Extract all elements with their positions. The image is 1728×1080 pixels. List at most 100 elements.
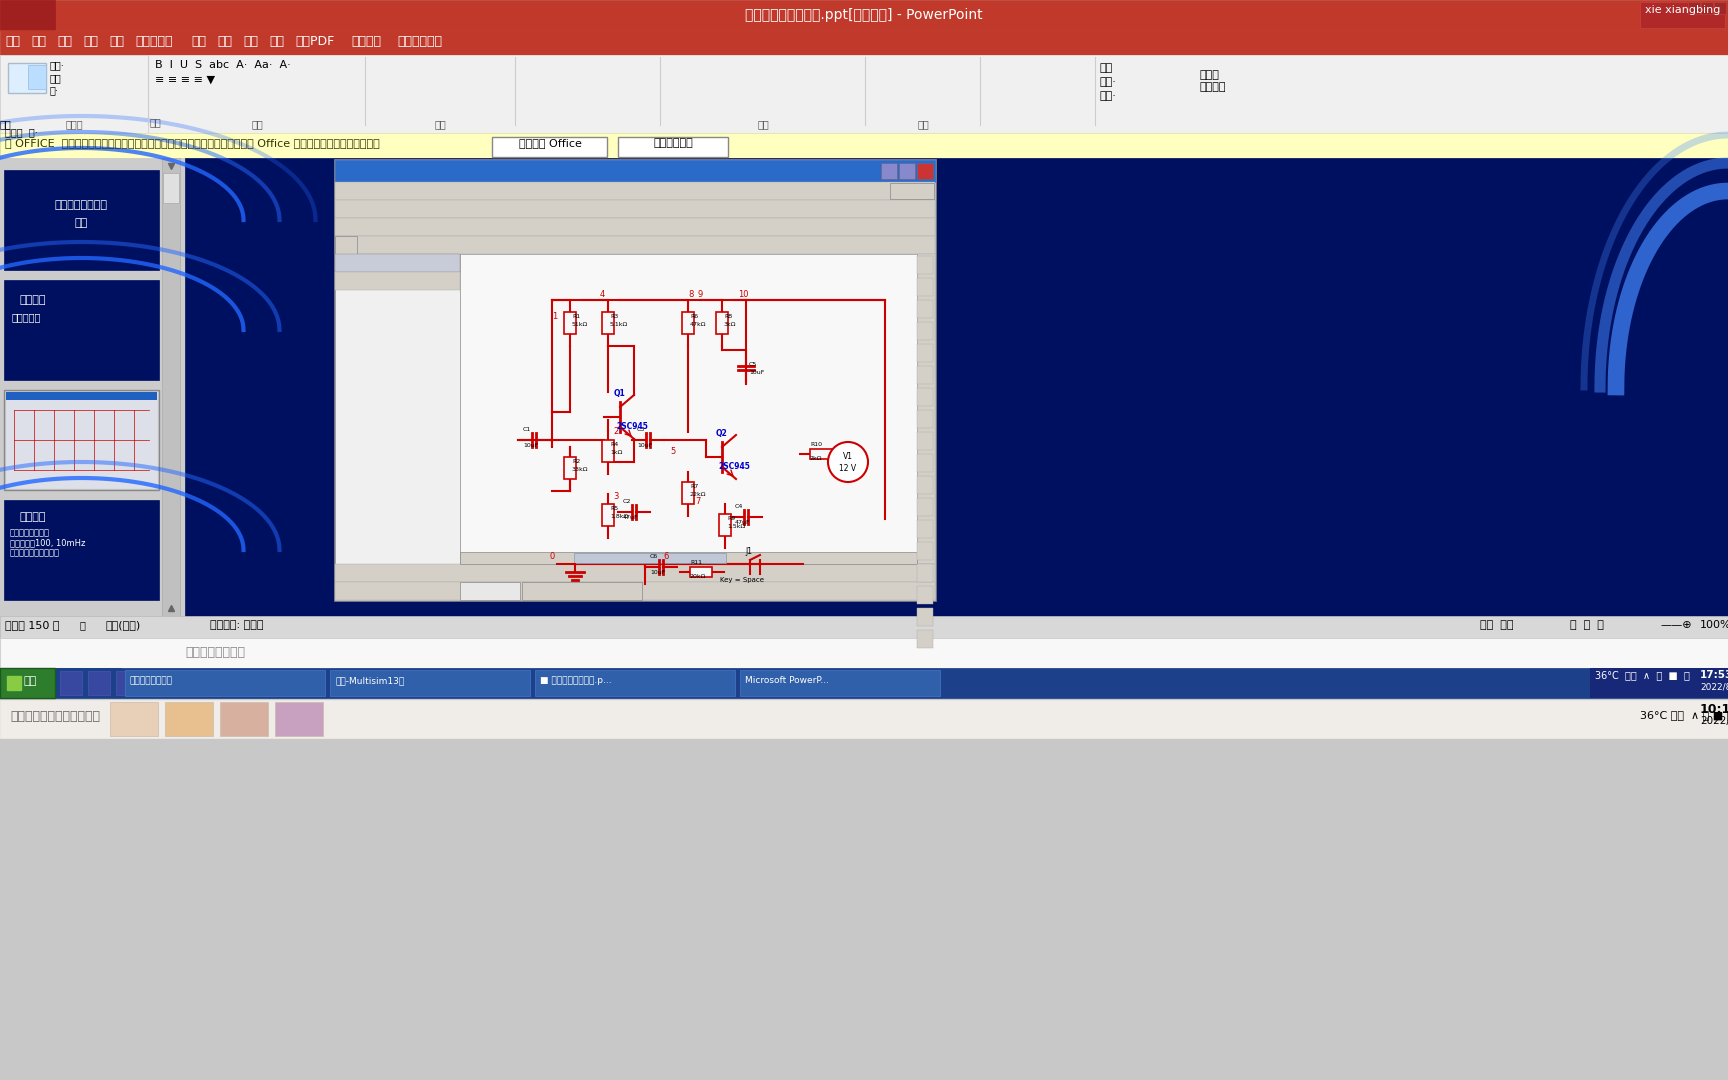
Bar	[1590, 669, 1728, 698]
Bar	[219, 702, 268, 735]
Bar	[3, 280, 159, 380]
Text: 窗口(W): 窗口(W)	[627, 203, 650, 212]
Text: R3: R3	[610, 314, 619, 319]
Bar	[335, 200, 935, 218]
Text: 10uF: 10uF	[638, 443, 653, 448]
Bar	[0, 55, 149, 133]
Text: 编辑: 编辑	[918, 119, 930, 129]
Bar	[330, 670, 530, 696]
Bar	[918, 454, 933, 472]
Bar	[918, 476, 933, 494]
Text: 两级负反馈放大电路 - Multisim - [两级负反馈放大电路 *]: 两级负反馈放大电路 - Multisim - [两级负反馈放大电路 *]	[544, 164, 726, 174]
Text: 5: 5	[670, 447, 676, 456]
Text: 工具(T): 工具(T)	[537, 203, 558, 212]
Circle shape	[828, 442, 867, 482]
Text: 10uF: 10uF	[748, 370, 764, 375]
Bar	[460, 552, 918, 564]
Text: R5: R5	[610, 507, 619, 511]
Text: 1.5kΩ: 1.5kΩ	[727, 524, 745, 529]
Bar	[5, 392, 157, 488]
Text: Microsoft PowerP...: Microsoft PowerP...	[745, 676, 829, 685]
Bar	[683, 312, 695, 334]
Text: 新建: 新建	[0, 119, 10, 129]
Text: 6: 6	[664, 552, 669, 561]
Bar	[619, 137, 727, 157]
Text: ⊡ 电路1: ⊡ 电路1	[465, 585, 487, 594]
Text: 2SC945: 2SC945	[719, 462, 750, 471]
Bar	[164, 702, 213, 735]
Bar	[918, 410, 933, 428]
Text: 2: 2	[613, 427, 619, 436]
Bar	[918, 498, 933, 516]
Text: 两级-Multisim13入: 两级-Multisim13入	[335, 676, 404, 685]
Bar	[275, 702, 323, 735]
Bar	[918, 388, 933, 406]
Bar	[335, 218, 935, 237]
Bar	[740, 670, 940, 696]
Bar	[1688, 2, 1700, 14]
Text: 插入: 插入	[31, 35, 47, 48]
Bar	[918, 345, 933, 362]
Bar	[185, 158, 1728, 616]
Bar	[88, 671, 111, 696]
Bar	[9, 63, 47, 93]
Bar	[334, 159, 937, 600]
Text: 2kΩ: 2kΩ	[810, 456, 823, 461]
Text: 仿真: 仿真	[74, 218, 88, 228]
Bar	[918, 256, 933, 274]
Bar	[335, 237, 358, 254]
Text: R7: R7	[689, 484, 698, 489]
Text: ——⊕: ——⊕	[1661, 620, 1692, 630]
Text: 张，共 150 张: 张，共 150 张	[5, 620, 59, 630]
Bar	[335, 254, 460, 272]
Text: 0: 0	[550, 552, 555, 561]
Text: 1.8kΩ: 1.8kΩ	[610, 514, 629, 519]
Text: 操作说明搜索: 操作说明搜索	[397, 35, 442, 48]
Bar	[111, 702, 157, 735]
Text: 两级负反馈大电路: 两级负反馈大电路	[130, 676, 173, 685]
Text: 12 V: 12 V	[840, 464, 857, 473]
Text: 设计: 设计	[57, 35, 73, 48]
Bar	[601, 312, 613, 334]
Bar	[918, 163, 933, 179]
Text: 报表(R): 报表(R)	[567, 203, 588, 212]
Text: 图构连电路: 图构连电路	[12, 312, 41, 322]
Text: 保存到
百度网盘: 保存到 百度网盘	[1199, 70, 1227, 92]
Text: 转移(A): 转移(A)	[508, 203, 529, 212]
Text: 切换: 切换	[83, 35, 98, 48]
Bar	[492, 137, 607, 157]
Bar	[0, 0, 1728, 30]
Text: 文件(F): 文件(F)	[339, 203, 358, 212]
Text: ⬛  ⬛  ⬛: ⬛ ⬛ ⬛	[1571, 620, 1604, 630]
Text: 两级负反馈放大电路: 两级负反馈放大电路	[529, 585, 570, 594]
Bar	[881, 163, 897, 179]
Text: 10: 10	[738, 291, 748, 299]
Text: 审阅: 审阅	[218, 35, 232, 48]
Text: 中文(中国): 中文(中国)	[105, 620, 140, 630]
Text: C5: C5	[748, 362, 757, 367]
Bar	[28, 65, 47, 89]
Text: 选择·: 选择·	[1101, 91, 1116, 102]
Text: 单击此处添加备注: 单击此处添加备注	[185, 646, 245, 659]
Text: 了解详细信息: 了解详细信息	[653, 138, 693, 148]
Text: 幻灯片: 幻灯片	[66, 119, 83, 129]
Bar	[124, 670, 325, 696]
Bar	[162, 173, 180, 203]
Bar	[0, 133, 1728, 161]
Text: R2: R2	[572, 459, 581, 464]
Text: 备注  批注: 备注 批注	[1479, 620, 1514, 630]
Text: V1: V1	[843, 453, 854, 461]
Text: 节·: 节·	[50, 85, 59, 95]
Text: 9: 9	[698, 291, 703, 299]
Text: 17:53: 17:53	[1700, 670, 1728, 680]
Bar	[899, 163, 916, 179]
Text: 33kΩ: 33kΩ	[572, 467, 589, 472]
Bar	[601, 504, 613, 526]
Text: 20kΩ: 20kΩ	[689, 573, 707, 579]
Text: 替换·: 替换·	[1101, 77, 1116, 87]
Bar	[890, 183, 935, 199]
Text: 文件: 文件	[5, 35, 21, 48]
Bar	[719, 514, 731, 536]
Bar	[0, 158, 1728, 616]
Bar	[0, 55, 1728, 133]
